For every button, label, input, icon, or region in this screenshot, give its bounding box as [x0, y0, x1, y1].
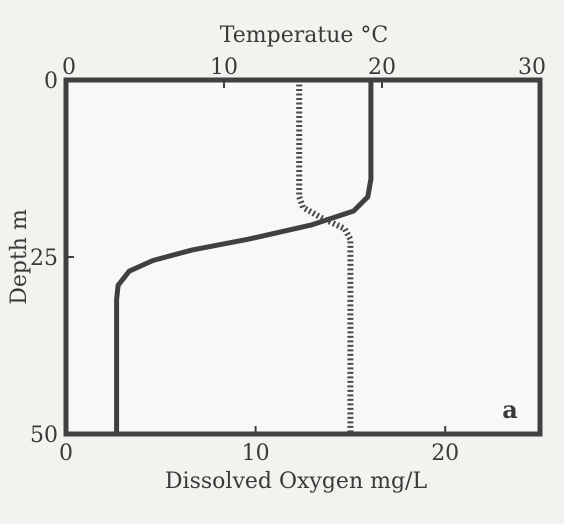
- left-axis-tick-label: 0: [44, 69, 58, 94]
- series-line-temperature-solid: [114, 80, 374, 434]
- top-axis-title: Temperatue °C: [220, 23, 388, 48]
- top-axis-tick-label: 20: [368, 55, 396, 80]
- series-line-dissolved-oxygen-dotted: [296, 80, 354, 434]
- left-axis-ticks: 0 25 50: [30, 69, 74, 448]
- bottom-axis-title: Dissolved Oxygen mg/L: [165, 469, 428, 494]
- series-layer: [114, 80, 374, 434]
- bottom-axis-tick-label: 10: [242, 441, 270, 466]
- panel-label: a: [502, 395, 518, 424]
- top-axis-tick-label: 10: [210, 55, 238, 80]
- left-axis-tick-label: 25: [30, 246, 58, 271]
- bottom-axis-ticks: 0 10 20: [59, 426, 459, 466]
- top-axis-ticks: 0 10 20 30: [62, 55, 546, 88]
- top-axis-tick-label: 0: [62, 55, 76, 80]
- bottom-axis-tick-label: 20: [431, 441, 459, 466]
- top-axis-tick-label: 30: [518, 55, 546, 80]
- left-axis-title: Depth m: [7, 209, 32, 305]
- bottom-axis-tick-label: 0: [59, 441, 73, 466]
- left-axis-tick-label: 50: [30, 423, 58, 448]
- plot-area: [66, 80, 540, 434]
